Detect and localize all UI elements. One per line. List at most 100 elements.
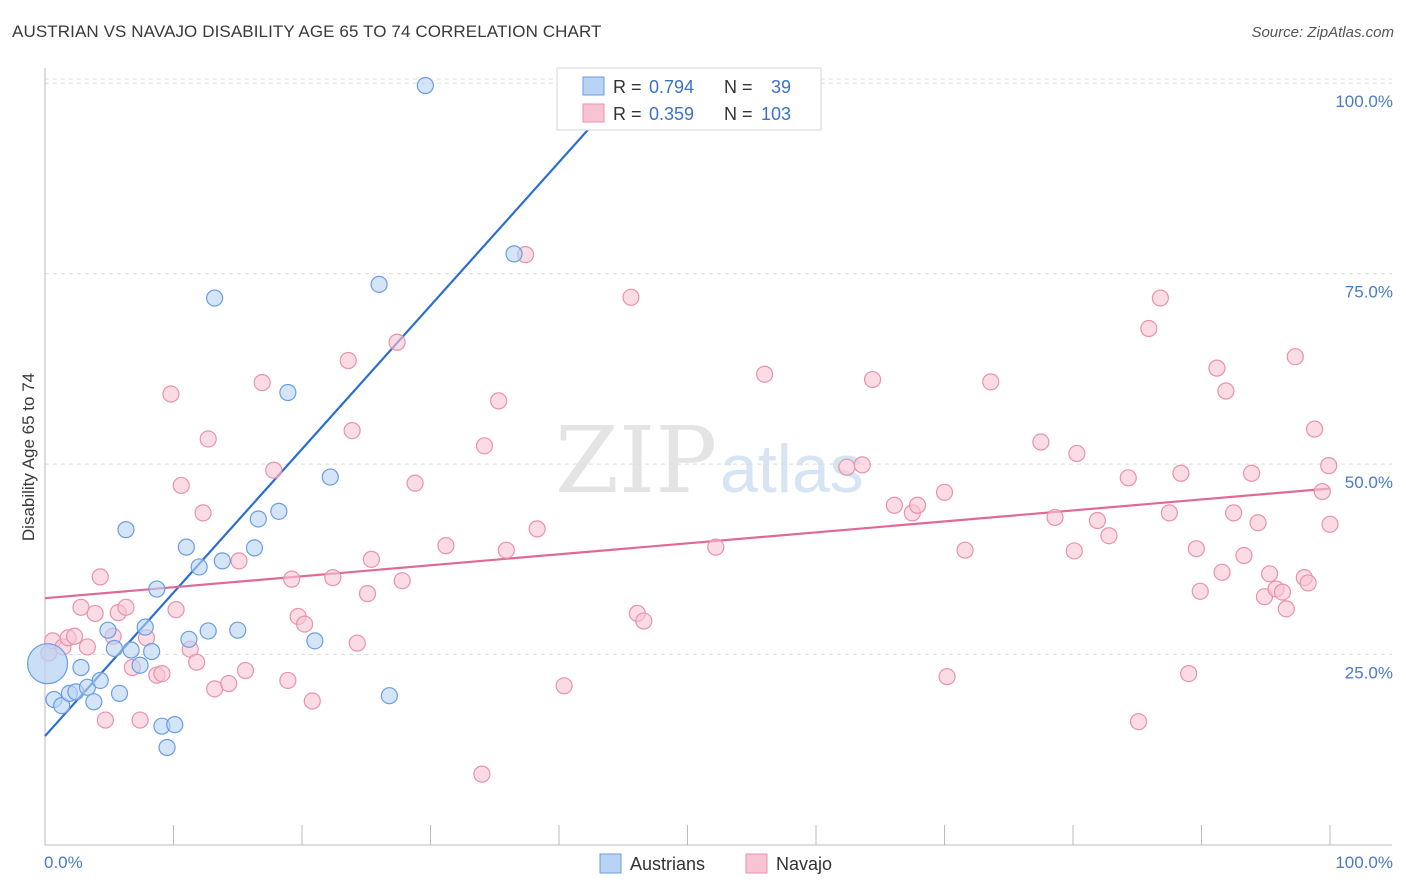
x-tick-label-max: 100.0% <box>1335 853 1393 872</box>
point-austrians-17 <box>148 580 166 598</box>
point-navajo-81 <box>1187 540 1205 558</box>
point-austrians-27 <box>229 621 247 639</box>
y-tick-label: 25.0% <box>1345 664 1393 683</box>
point-navajo-39 <box>348 634 366 652</box>
point-navajo-79 <box>1172 464 1190 482</box>
point-navajo-38 <box>343 422 361 440</box>
point-navajo-55 <box>635 612 653 630</box>
point-navajo-85 <box>1217 382 1235 400</box>
point-austrians-14 <box>131 656 149 674</box>
point-navajo-99 <box>1313 482 1331 501</box>
point-navajo-70 <box>1065 542 1083 560</box>
point-austrians-36 <box>416 76 434 95</box>
trend-line-austrians <box>44 82 631 737</box>
point-austrians-19 <box>158 738 176 757</box>
bottom-legend-label-navajo: Navajo <box>776 854 832 874</box>
point-navajo-75 <box>1129 712 1148 731</box>
y-tick-label: 75.0% <box>1345 283 1393 302</box>
bottom-legend-swatch-navajo <box>745 853 768 874</box>
point-navajo-37 <box>339 351 357 370</box>
point-navajo-26 <box>220 674 238 693</box>
correlation-legend: R = 0.794 N = 39 R = 0.359 N = 103 <box>556 67 822 131</box>
point-navajo-94 <box>1277 600 1295 618</box>
point-navajo-101 <box>1321 515 1339 533</box>
point-navajo-7 <box>86 604 104 623</box>
point-navajo-47 <box>475 437 494 455</box>
point-navajo-41 <box>362 550 380 568</box>
point-austrians-37 <box>505 245 523 263</box>
point-austrians-28 <box>245 539 264 557</box>
point-navajo-35 <box>303 692 321 710</box>
point-austrians-30 <box>270 502 288 520</box>
point-navajo-86 <box>1225 504 1243 522</box>
point-austrians-32 <box>306 632 324 650</box>
point-navajo-44 <box>406 474 424 492</box>
point-navajo-83 <box>1208 359 1226 377</box>
point-navajo-80 <box>1180 665 1198 683</box>
point-austrians-0 <box>26 643 69 685</box>
point-navajo-61 <box>885 496 903 514</box>
point-navajo-45 <box>437 537 455 555</box>
trend-line-navajo <box>44 487 1331 600</box>
point-navajo-60 <box>863 370 882 389</box>
point-austrians-33 <box>321 468 339 486</box>
point-austrians-26 <box>213 552 231 570</box>
legend-n-value-austrians: 39 <box>771 77 791 97</box>
point-navajo-53 <box>622 288 640 306</box>
point-navajo-31 <box>279 671 297 690</box>
point-navajo-9 <box>96 711 114 729</box>
point-navajo-6 <box>78 638 97 656</box>
point-navajo-56 <box>707 538 725 556</box>
legend-r-value-austrians: 0.794 <box>649 77 694 97</box>
point-navajo-43 <box>393 572 411 590</box>
point-austrians-20 <box>166 716 184 734</box>
point-navajo-71 <box>1068 444 1086 463</box>
point-navajo-22 <box>188 653 206 671</box>
point-navajo-98 <box>1305 420 1324 438</box>
point-navajo-20 <box>172 476 190 495</box>
legend-n-label-austrians: N = <box>724 77 753 97</box>
point-navajo-84 <box>1213 563 1231 581</box>
point-navajo-34 <box>295 615 314 633</box>
point-navajo-64 <box>935 483 954 501</box>
point-navajo-93 <box>1273 583 1292 601</box>
point-navajo-48 <box>490 392 508 410</box>
legend-n-label-navajo: N = <box>724 104 753 124</box>
point-austrians-15 <box>136 618 154 636</box>
point-navajo-32 <box>283 570 301 588</box>
x-tick-label-min: 0.0% <box>44 853 83 872</box>
series-legend: Austrians Navajo <box>599 853 832 874</box>
point-navajo-67 <box>982 373 1000 391</box>
point-navajo-8 <box>91 568 109 586</box>
bottom-legend-swatch-austrians <box>599 853 622 874</box>
point-navajo-4 <box>65 627 84 645</box>
point-navajo-24 <box>199 430 217 448</box>
point-navajo-95 <box>1286 348 1304 366</box>
point-austrians-12 <box>117 521 135 539</box>
point-navajo-100 <box>1320 457 1338 475</box>
point-navajo-12 <box>117 598 135 616</box>
data-points <box>26 75 1339 783</box>
point-navajo-57 <box>755 365 774 383</box>
point-navajo-88 <box>1243 464 1261 482</box>
point-navajo-49 <box>497 541 515 559</box>
point-navajo-68 <box>1032 433 1050 451</box>
point-navajo-51 <box>528 520 546 538</box>
point-austrians-2 <box>53 696 71 715</box>
point-navajo-97 <box>1299 574 1317 592</box>
point-navajo-73 <box>1100 527 1118 545</box>
y-tick-label: 100.0% <box>1335 92 1393 111</box>
bottom-legend-label-austrians: Austrians <box>630 854 705 874</box>
point-navajo-69 <box>1046 508 1064 527</box>
point-austrians-22 <box>180 630 198 648</box>
point-navajo-42 <box>388 333 406 351</box>
point-austrians-11 <box>110 684 129 703</box>
point-navajo-74 <box>1119 469 1137 487</box>
point-navajo-65 <box>938 668 956 686</box>
legend-r-label-austrians: R = <box>613 77 642 97</box>
point-austrians-9 <box>99 621 117 639</box>
y-axis-label: Disability Age 65 to 74 <box>19 373 38 541</box>
point-austrians-16 <box>143 642 161 661</box>
point-austrians-23 <box>190 558 208 576</box>
point-austrians-21 <box>177 538 195 556</box>
